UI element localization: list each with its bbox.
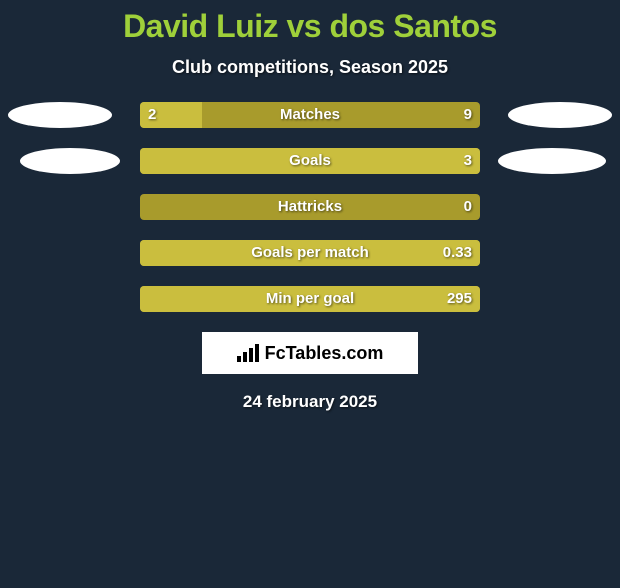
stat-value-right: 0: [464, 194, 472, 220]
stat-bars: Matches2 9 Goals3 Hattricks0 Goals per match…: [140, 102, 480, 312]
avatar-right-2: [498, 148, 606, 174]
stat-row: Min per goal295: [140, 286, 480, 312]
stat-label: Hattricks: [140, 194, 480, 220]
stat-value-right: 295: [447, 286, 472, 312]
comparison-block: Matches2 9 Goals3 Hattricks0 Goals per match…: [0, 102, 620, 312]
subtitle: Club competitions, Season 2025: [0, 57, 620, 78]
stat-row: Goals3: [140, 148, 480, 174]
stat-value-right: 3: [464, 148, 472, 174]
page-title: David Luiz vs dos Santos: [0, 8, 620, 45]
stat-row: Matches2 9: [140, 102, 480, 128]
avatar-right-1: [508, 102, 612, 128]
stat-row: Hattricks0: [140, 194, 480, 220]
stat-label: Matches: [140, 102, 480, 128]
avatar-left-1: [8, 102, 112, 128]
fctables-logo: FcTables.com: [202, 332, 418, 374]
logo-text: FcTables.com: [265, 343, 384, 364]
stat-row: Goals per match0.33: [140, 240, 480, 266]
stat-value-right: 0.33: [443, 240, 472, 266]
stat-value-left: 2: [148, 102, 156, 128]
stat-value-right: 9: [464, 102, 472, 128]
bar-chart-icon: [237, 344, 259, 362]
stat-label: Min per goal: [140, 286, 480, 312]
stat-label: Goals: [140, 148, 480, 174]
date-line: 24 february 2025: [0, 392, 620, 412]
avatar-left-2: [20, 148, 120, 174]
stat-label: Goals per match: [140, 240, 480, 266]
